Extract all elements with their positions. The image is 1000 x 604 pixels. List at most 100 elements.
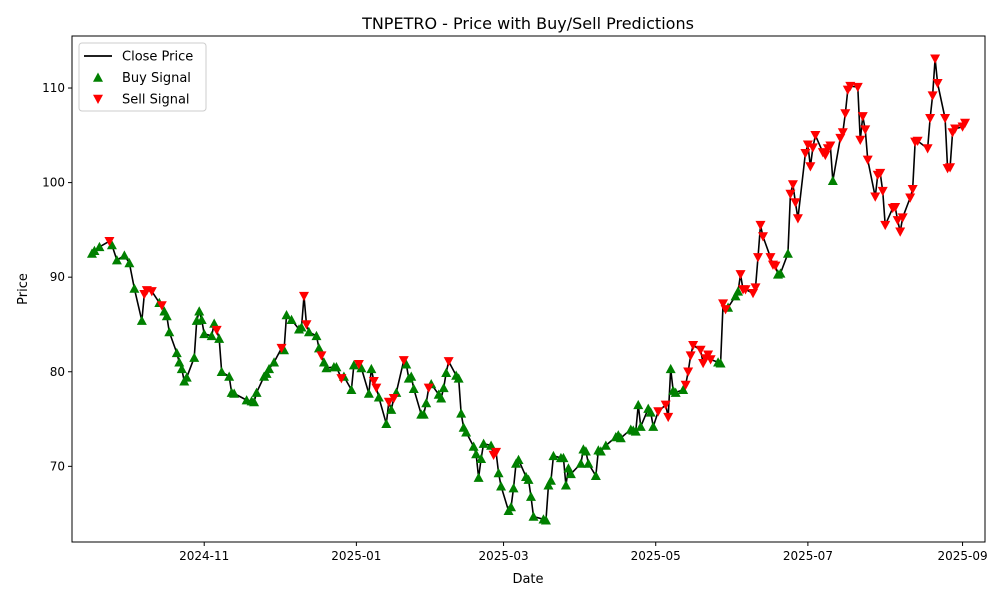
buy-signal-marker <box>678 384 689 394</box>
sell-signal-marker <box>336 374 347 384</box>
sell-signal-marker <box>740 285 751 295</box>
buy-signal-marker <box>473 472 484 482</box>
buy-signal-marker <box>468 441 479 451</box>
sell-signal-marker <box>860 125 871 135</box>
buy-signal-marker <box>583 458 594 468</box>
buy-signal-marker <box>129 283 140 293</box>
buy-signal-marker <box>441 367 452 377</box>
x-axis-label: Date <box>512 572 543 587</box>
sell-signal-marker <box>104 236 115 247</box>
sell-signal-marker <box>695 345 706 356</box>
sell-signal-marker <box>950 124 961 134</box>
buy-signal-marker <box>251 387 262 397</box>
buy-signal-marker <box>528 511 539 521</box>
buy-signal-marker <box>94 241 105 252</box>
sell-signal-marker <box>301 320 312 330</box>
buy-signal-marker <box>171 347 182 358</box>
buy-signal-marker <box>303 327 314 337</box>
legend-label: Buy Signal <box>122 71 191 86</box>
sell-signal-marker <box>895 227 906 237</box>
buy-signal-marker <box>363 388 374 398</box>
sell-signal-marker <box>845 81 856 92</box>
sell-signal-marker <box>211 325 222 336</box>
sell-signal-marker <box>755 220 766 231</box>
sell-signal-marker <box>368 376 379 387</box>
buy-signal-marker <box>209 318 220 328</box>
y-axis-label: Price <box>16 273 31 305</box>
buy-signal-marker <box>421 397 432 408</box>
buy-signal-marker <box>615 432 626 443</box>
buy-signal-marker <box>286 314 297 324</box>
sell-signal-marker <box>653 407 664 417</box>
y-tick-label: 100 <box>42 176 65 190</box>
buy-signal-marker <box>216 366 227 377</box>
sell-signal-marker <box>862 155 873 165</box>
buy-signal-marker <box>214 333 225 343</box>
x-tick-label: 2025-03 <box>478 549 528 563</box>
buy-signal-marker <box>476 453 487 464</box>
buy-signal-marker <box>321 362 332 373</box>
axes: 2024-11 2025-01 2025-03 2025-05 2025-07 2025-… <box>42 81 988 563</box>
sell-signal-marker <box>940 114 951 124</box>
sell-signal-marker <box>790 198 801 208</box>
x-tick-label: 2025-05 <box>631 549 681 563</box>
buy-signal-marker <box>313 343 324 353</box>
sell-signal-marker <box>683 367 694 377</box>
sell-signal-marker <box>388 393 399 404</box>
buy-signal-marker <box>348 360 359 370</box>
sell-signal-marker <box>825 141 836 151</box>
y-tick-label: 80 <box>50 365 65 379</box>
x-tick-label: 2024-11 <box>179 549 229 563</box>
buy-signal-marker <box>381 418 392 429</box>
x-tick-label: 2025-07 <box>783 549 833 563</box>
sell-signal-marker <box>703 350 714 360</box>
sell-signal-marker <box>930 54 941 64</box>
buy-signal-marker <box>630 426 641 436</box>
buy-signal-marker <box>406 371 417 381</box>
buy-signal-marker <box>715 358 726 368</box>
sell-signal-marker <box>890 202 901 213</box>
legend-buy-signal-swatch <box>93 72 103 82</box>
sell-signal-marker <box>880 220 891 231</box>
buy-signal-marker <box>386 404 397 414</box>
buy-signal-marker <box>164 327 175 337</box>
sell-signal-marker <box>750 283 761 293</box>
x-tick-label: 2025-01 <box>331 549 381 563</box>
chart-title: TNPETRO - Price with Buy/Sell Prediction… <box>361 14 694 33</box>
buy-signal-marker <box>438 382 449 393</box>
buy-signal-marker <box>176 363 187 374</box>
buy-signal-marker <box>346 384 357 394</box>
buy-signal-marker <box>478 438 489 448</box>
sell-signal-marker <box>855 135 866 146</box>
buy-signal-marker <box>206 330 217 341</box>
buy-signal-marker <box>548 450 559 461</box>
buy-signal-marker <box>461 427 472 437</box>
sell-signal-marker <box>892 216 903 226</box>
buy-signal-marker <box>633 399 644 410</box>
sell-signal-marker <box>945 163 956 173</box>
sell-signal-marker <box>423 383 434 393</box>
legend-sell-signal-swatch <box>93 94 103 104</box>
buy-signal-marker <box>366 363 377 374</box>
sell-signal-marker <box>802 140 813 150</box>
sell-signal-marker <box>398 356 409 366</box>
sell-signal-marker <box>807 143 818 153</box>
buy-signal-marker <box>456 408 467 418</box>
sell-signal-marker <box>785 189 796 199</box>
sell-signal-marker <box>371 383 382 393</box>
x-tick-label: 2025-09 <box>937 549 987 563</box>
sell-signal-marker <box>752 253 763 263</box>
sell-signal-marker <box>298 291 309 302</box>
buy-signal-marker <box>356 362 367 373</box>
sell-signal-marker <box>276 343 287 354</box>
sell-signal-marker <box>156 301 167 311</box>
legend-label: Close Price <box>122 50 193 65</box>
buy-signal-marker <box>269 357 280 367</box>
buy-signal-marker <box>111 255 122 265</box>
sell-signal-marker <box>705 355 716 365</box>
buy-signal-marker <box>436 393 447 403</box>
sell-signal-marker <box>810 131 821 141</box>
buy-signal-marker <box>496 481 507 491</box>
buy-signal-marker <box>124 257 135 268</box>
